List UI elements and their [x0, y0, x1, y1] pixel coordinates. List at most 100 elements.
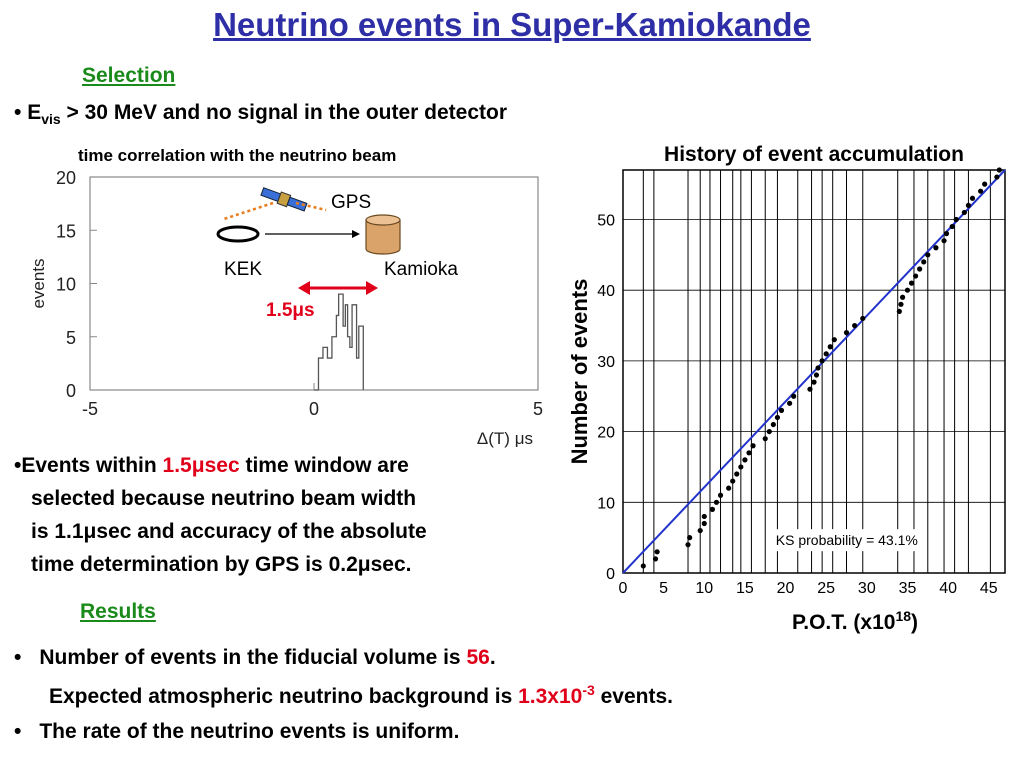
x-axis-label-base: P.O.T. (x10 — [792, 611, 896, 634]
x-tick-label: 25 — [817, 580, 835, 597]
data-point — [996, 167, 1002, 173]
data-point — [982, 181, 988, 187]
x-tick-label: 40 — [939, 580, 957, 597]
evis-symbol: E — [27, 101, 42, 124]
data-point — [713, 499, 720, 505]
data-point — [697, 527, 703, 534]
data-point — [831, 337, 837, 343]
data-point — [943, 231, 950, 237]
data-point — [687, 535, 693, 541]
accumulation-chart: History of event accumulation01020304050… — [567, 143, 1006, 634]
data-point — [652, 556, 659, 562]
data-point — [734, 471, 740, 477]
x-tick-label: -5 — [82, 399, 98, 419]
data-point — [904, 287, 911, 293]
data-point — [742, 457, 748, 463]
data-point — [770, 421, 776, 428]
data-point — [778, 407, 785, 413]
beam-arrow-head — [352, 230, 360, 238]
signal-to-kek — [223, 201, 274, 221]
time-correlation-caption: time correlation with the neutrino beam — [78, 146, 397, 165]
ks-annotation-box — [770, 529, 921, 552]
data-point — [908, 280, 915, 286]
data-point — [685, 542, 691, 548]
data-point — [640, 563, 646, 569]
data-point — [787, 400, 793, 406]
data-point — [807, 386, 813, 392]
data-point — [762, 436, 768, 442]
y-tick-label: 20 — [56, 168, 76, 188]
data-point — [750, 443, 756, 449]
events-line-2: selected because neutrino beam width — [31, 487, 417, 510]
evis-subscript: vis — [41, 111, 61, 128]
data-point — [791, 393, 797, 399]
x-tick-label: 20 — [777, 580, 795, 597]
data-point — [701, 520, 707, 527]
kamioka-tank-icon — [365, 220, 401, 255]
y-tick-label: 0 — [606, 566, 615, 583]
background-unit: events. — [594, 685, 674, 708]
result-1-post: . — [489, 646, 496, 669]
data-point — [726, 485, 732, 491]
data-point — [921, 259, 927, 265]
data-point — [941, 238, 947, 244]
x-axis-label: Δ(T) μs — [477, 429, 533, 448]
events-line-3: is 1.1μsec and accuracy of the absolute — [31, 520, 427, 543]
x-tick-label: 30 — [858, 580, 876, 597]
bullet-dot: • — [14, 646, 22, 669]
kamioka-label: Kamioka — [384, 259, 458, 280]
data-point — [961, 209, 967, 216]
data-point — [925, 252, 931, 258]
signal-to-kamioka — [295, 201, 327, 212]
x-tick-label: 15 — [736, 580, 754, 597]
y-axis-label: events — [29, 258, 48, 308]
data-point — [912, 273, 919, 279]
y-tick-label: 20 — [597, 425, 615, 442]
data-point — [896, 308, 902, 315]
data-point — [813, 372, 820, 378]
gps-label: GPS — [331, 192, 371, 213]
data-point — [949, 223, 955, 230]
time-histogram-chart: 0 5 10 15 20 -5 0 5 events Δ(T) μs GPS KEK Kamioka 1.… — [29, 168, 543, 448]
events-text-post: time window are — [239, 454, 409, 477]
y-tick-label: 0 — [66, 381, 76, 401]
data-point — [994, 174, 1000, 180]
data-point — [811, 379, 817, 385]
y-tick-label: 5 — [66, 328, 76, 348]
y-tick-label: 15 — [56, 221, 76, 241]
satellite-icon — [260, 187, 308, 212]
data-point — [933, 245, 939, 251]
data-point — [738, 464, 744, 470]
bullet-dot: • — [14, 720, 22, 743]
data-point — [701, 513, 707, 520]
histogram-line — [314, 293, 364, 391]
result-1: • Number of events in the fiducial volume… — [14, 642, 673, 713]
background-text: Expected atmospheric neutrino background… — [49, 685, 519, 708]
y-tick-label: 50 — [597, 212, 615, 229]
x-axis-label-end: ) — [911, 611, 918, 634]
data-point — [953, 216, 959, 223]
event-count-value: 56 — [466, 646, 490, 669]
data-point — [899, 294, 906, 300]
events-paragraph: •Events within 1.5μsec time window are s… — [14, 449, 427, 581]
x-tick-label: 5 — [533, 399, 543, 419]
background-value: 1.3x10 — [518, 685, 583, 708]
data-point — [965, 202, 972, 208]
data-point — [774, 414, 781, 421]
kek-label: KEK — [224, 259, 262, 280]
events-text-pre: Events within — [21, 454, 163, 477]
data-point — [978, 188, 984, 194]
bullet-dot: • — [14, 454, 22, 477]
y-tick-label: 10 — [56, 275, 76, 295]
window-arrow-left-head — [298, 281, 310, 295]
x-tick-label: 5 — [659, 580, 668, 597]
plot-frame — [89, 176, 539, 391]
data-point — [917, 266, 923, 272]
satellite-panel-left — [260, 187, 282, 203]
window-label: 1.5μs — [266, 300, 315, 321]
window-arrow-right-head — [366, 281, 378, 295]
ks-annotation: KS probability = 43.1% — [776, 532, 918, 548]
y-axis-label: Number of events — [567, 279, 592, 465]
x-tick-label: 45 — [980, 580, 998, 597]
data-point — [819, 358, 825, 364]
